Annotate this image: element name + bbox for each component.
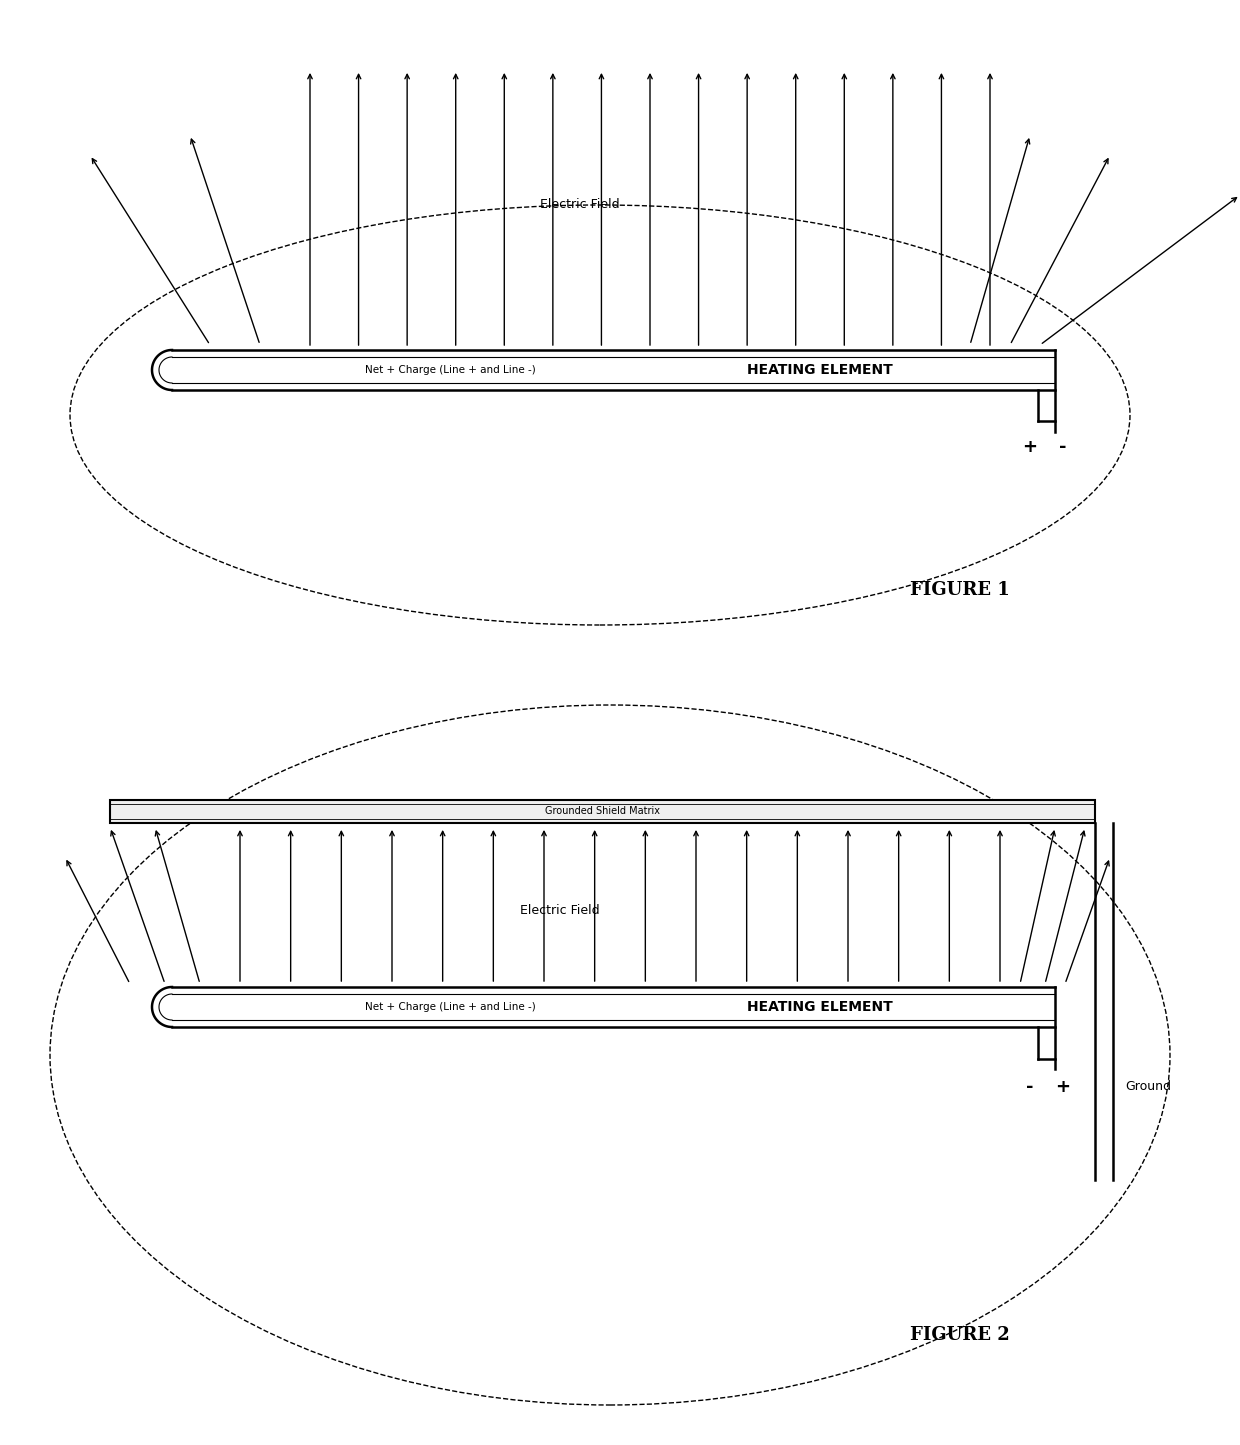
Text: -: - (1059, 438, 1066, 457)
Text: Electric Field: Electric Field (541, 198, 620, 211)
Text: Electric Field: Electric Field (521, 903, 600, 916)
Text: HEATING ELEMENT: HEATING ELEMENT (748, 363, 893, 377)
Bar (110, 801, 1095, 824)
Text: Grounded Shield Matrix: Grounded Shield Matrix (546, 806, 660, 816)
Text: -: - (1027, 1078, 1034, 1095)
Text: FIGURE 1: FIGURE 1 (910, 581, 1009, 600)
Text: FIGURE 2: FIGURE 2 (910, 1327, 1009, 1344)
Text: +: + (1023, 438, 1038, 457)
Text: HEATING ELEMENT: HEATING ELEMENT (748, 1000, 893, 1014)
Text: +: + (1055, 1078, 1070, 1095)
Text: Ground: Ground (1125, 1081, 1171, 1094)
Text: Net + Charge (Line + and Line -): Net + Charge (Line + and Line -) (365, 366, 536, 376)
Text: Net + Charge (Line + and Line -): Net + Charge (Line + and Line -) (365, 1001, 536, 1011)
